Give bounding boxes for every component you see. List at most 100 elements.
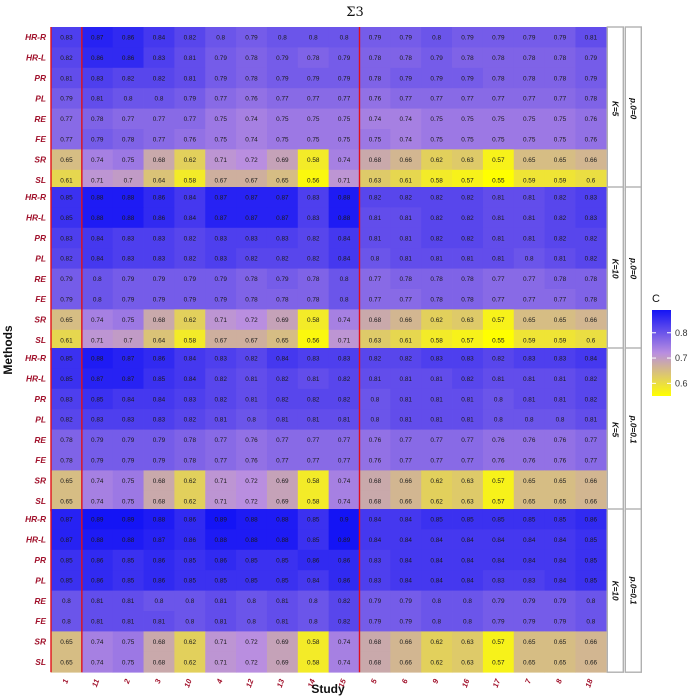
heatmap-cell: [143, 268, 175, 290]
heatmap-cell: [544, 611, 576, 632]
cell-value-label: 0.62: [430, 498, 443, 505]
cell-value-label: 0.81: [184, 55, 197, 62]
cell-value-label: 0.77: [214, 437, 227, 444]
cell-value-label: 0.82: [276, 256, 289, 263]
heatmap-cell: [513, 27, 545, 48]
cell-value-label: 0.68: [369, 639, 382, 646]
cell-value-label: 0.57: [461, 177, 474, 184]
cell-value-label: 0.87: [214, 215, 227, 222]
heatmap-cell: [359, 651, 391, 673]
cell-value-label: 0.59: [523, 177, 536, 184]
heatmap-cell: [575, 268, 607, 290]
heatmap-cell: [297, 108, 330, 130]
cell-value-label: 0.75: [122, 498, 135, 505]
cell-value-label: 0.71: [338, 177, 351, 184]
heatmap-cell: [513, 651, 545, 673]
cell-value-label: 0.77: [554, 297, 567, 304]
cell-value-label: 0.84: [492, 557, 505, 564]
cell-value-label: 0.77: [307, 458, 320, 465]
heatmap-cell: [575, 570, 607, 591]
heatmap-cell: [266, 248, 299, 269]
cell-value-label: 0.74: [338, 639, 351, 646]
cell-value-label: 0.82: [554, 235, 567, 242]
cell-value-label: 0.82: [60, 417, 73, 424]
heatmap-cell: [143, 590, 175, 612]
heatmap-cell: [174, 611, 206, 632]
cell-value-label: 0.82: [400, 195, 413, 202]
cell-value-label: 0.71: [214, 317, 227, 324]
heatmap-cell: [359, 570, 391, 591]
cell-value-label: 0.83: [369, 557, 382, 564]
heatmap-cell: [51, 207, 83, 229]
cell-value-label: 0.82: [430, 215, 443, 222]
heatmap-cell: [81, 329, 114, 351]
heatmap-cell: [205, 549, 237, 571]
heatmap-cell: [297, 388, 330, 410]
heatmap-cell: [482, 47, 515, 69]
heatmap-cell: [143, 329, 175, 351]
heatmap-cell: [544, 509, 576, 530]
heatmap-cell: [266, 207, 299, 229]
heatmap-cell: [266, 529, 299, 551]
cell-value-label: 0.84: [554, 557, 567, 564]
cell-value-label: 0.8: [494, 417, 503, 424]
heatmap-cell: [390, 509, 422, 530]
cell-value-label: 0.85: [307, 517, 320, 524]
heatmap-cell: [266, 429, 299, 451]
cell-value-label: 0.82: [276, 396, 289, 403]
study-tick-label: 14: [306, 677, 318, 689]
heatmap-cell: [205, 409, 237, 430]
cell-value-label: 0.76: [245, 458, 258, 465]
heatmap-cell: [390, 429, 422, 451]
heatmap-cell: [544, 149, 576, 171]
heatmap-cell: [513, 67, 545, 89]
cell-value-label: 0.84: [585, 356, 598, 363]
heatmap-cell: [513, 289, 545, 310]
heatmap-cell: [236, 409, 268, 430]
heatmap-cell: [544, 108, 576, 130]
heatmap-cell: [81, 590, 114, 612]
cell-value-label: 0.81: [461, 256, 474, 263]
cell-value-label: 0.8: [586, 619, 595, 626]
heatmap-cell: [390, 388, 422, 410]
cell-value-label: 0.65: [60, 498, 73, 505]
heatmap-cell: [513, 187, 545, 208]
study-tick-label: 16: [460, 677, 472, 689]
heatmap-cell: [81, 651, 114, 673]
heatmap-cell: [544, 529, 576, 551]
heatmap-cell: [328, 27, 360, 48]
cell-value-label: 0.82: [430, 195, 443, 202]
heatmap-cell: [482, 450, 515, 471]
cell-value-label: 0.58: [307, 157, 320, 164]
cell-value-label: 0.75: [523, 137, 536, 144]
cell-value-label: 0.83: [153, 417, 166, 424]
cell-value-label: 0.81: [523, 215, 536, 222]
heatmap-cell: [205, 470, 237, 492]
cell-value-label: 0.84: [400, 517, 413, 524]
cell-value-label: 0.78: [307, 297, 320, 304]
heatmap-cell: [482, 570, 515, 591]
heatmap-cell: [143, 368, 175, 390]
heatmap-cell: [236, 289, 268, 310]
study-tick-label: 3: [153, 677, 163, 685]
heatmap-cell: [390, 570, 422, 591]
cell-value-label: 0.76: [554, 458, 567, 465]
cell-value-label: 0.79: [461, 35, 474, 42]
heatmap-cell: [513, 309, 545, 331]
heatmap-cell: [452, 289, 484, 310]
heatmap-cell: [328, 169, 360, 191]
heatmap-cell: [359, 490, 391, 512]
cell-value-label: 0.82: [492, 356, 505, 363]
cell-value-label: 0.82: [585, 396, 598, 403]
method-row-label: PR: [34, 394, 46, 404]
heatmap-cell: [421, 611, 453, 632]
heatmap-cell: [513, 409, 545, 430]
method-row-label: HR-R: [25, 192, 46, 202]
cell-value-label: 0.76: [492, 458, 505, 465]
method-row-label: SR: [34, 476, 46, 486]
cell-value-label: 0.87: [245, 195, 258, 202]
heatmap-cell: [112, 529, 144, 551]
cell-value-label: 0.79: [338, 75, 351, 82]
cell-value-label: 0.79: [400, 35, 413, 42]
heatmap-cell: [205, 490, 237, 512]
